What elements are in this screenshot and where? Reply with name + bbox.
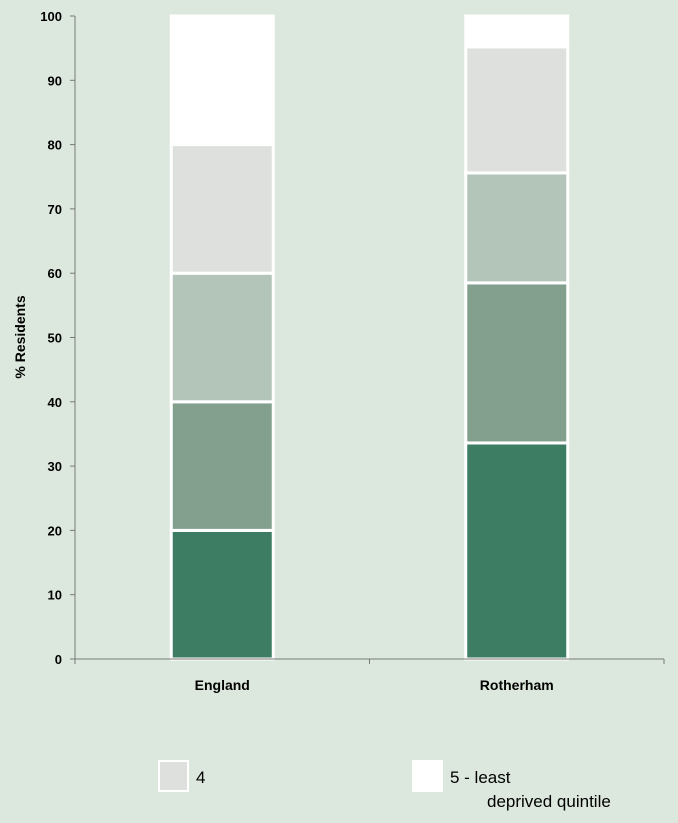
y-tick-label: 30: [48, 459, 62, 474]
bar-segment-rotherham-4: [464, 45, 570, 175]
legend-label: 4: [196, 768, 205, 787]
y-tick-label: 70: [48, 202, 62, 217]
y-tick-label: 90: [48, 73, 62, 88]
legend-label: 5 - least: [450, 768, 511, 787]
x-category-labels: England Rotherham: [74, 659, 665, 693]
bar-segment-england-3: [169, 271, 275, 404]
y-tick-label: 50: [48, 331, 62, 346]
legend: 4 5 - least deprived quintile: [158, 760, 611, 811]
y-tick-label: 60: [48, 266, 62, 281]
bar-segment-england-5: [169, 14, 275, 147]
y-tick-label: 100: [40, 9, 62, 24]
bar-segment-rotherham-2: [464, 281, 570, 445]
y-tick-label: 80: [48, 138, 62, 153]
bar-segment-rotherham-5: [464, 14, 570, 49]
bar-segment-england-1: [169, 528, 275, 661]
x-category-label: Rotherham: [480, 677, 554, 693]
bar-segment-england-2: [169, 400, 275, 532]
bar-segment-rotherham-3: [464, 171, 570, 285]
axes-layer: [74, 16, 664, 660]
y-ticks: 0 10 20 30 40 50 60 70 80 90 100: [40, 9, 75, 667]
legend-swatch: [158, 760, 189, 792]
x-category-label: England: [195, 677, 250, 693]
y-axis-title: % Residents: [12, 295, 28, 378]
y-tick-label: 10: [48, 588, 62, 603]
legend-label: deprived quintile: [487, 792, 611, 811]
bar-segment-rotherham-1: [464, 441, 570, 661]
y-tick-label: 0: [55, 652, 62, 667]
y-tick-label: 20: [48, 523, 62, 538]
bar-segment-england-4: [169, 143, 275, 275]
bars-layer: [169, 14, 570, 661]
y-tick-label: 40: [48, 395, 62, 410]
legend-swatch: [412, 760, 443, 792]
